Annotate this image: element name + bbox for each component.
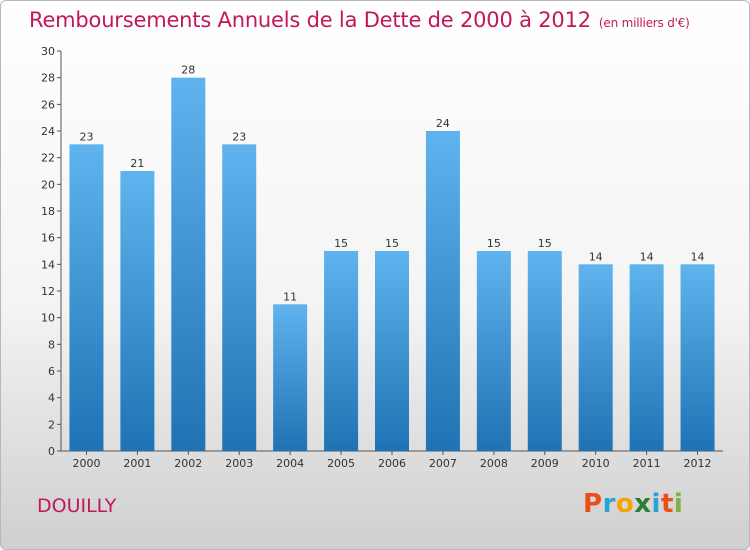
- y-tick-label: 10: [41, 312, 55, 325]
- bar: [120, 171, 155, 451]
- x-tick-label: 2003: [225, 457, 253, 470]
- x-tick-label: 2011: [633, 457, 661, 470]
- bar: [273, 304, 308, 451]
- bar-value-label: 15: [334, 237, 348, 250]
- bar-value-label: 15: [538, 237, 552, 250]
- bar-value-label: 11: [283, 290, 297, 303]
- y-tick-label: 0: [48, 445, 55, 458]
- bar-value-label: 23: [232, 130, 246, 143]
- x-tick-label: 2001: [123, 457, 151, 470]
- title-text: Remboursements Annuels de la Dette de 20…: [29, 8, 591, 32]
- bar: [680, 264, 715, 451]
- commune-name: DOUILLY: [37, 495, 117, 517]
- bar: [476, 251, 511, 451]
- bar-value-label: 21: [130, 157, 144, 170]
- logo-letter: i: [673, 489, 684, 519]
- bar: [578, 264, 613, 451]
- y-tick-label: 26: [41, 98, 55, 111]
- y-tick-label: 2: [48, 418, 55, 431]
- y-tick-label: 28: [41, 72, 55, 85]
- bar: [425, 131, 460, 451]
- bar: [629, 264, 664, 451]
- bar-value-label: 24: [436, 117, 450, 130]
- proxiti-logo: Proxiti: [583, 489, 683, 519]
- y-tick-label: 18: [41, 205, 55, 218]
- bar: [527, 251, 562, 451]
- logo-letter: r: [602, 489, 616, 519]
- logo-letter: o: [615, 489, 635, 519]
- logo-letter: i: [651, 489, 661, 519]
- y-tick-label: 12: [41, 285, 55, 298]
- x-tick-label: 2008: [480, 457, 508, 470]
- y-tick-label: 4: [48, 392, 55, 405]
- y-tick-label: 14: [41, 258, 55, 271]
- x-tick-label: 2005: [327, 457, 355, 470]
- chart-title: Remboursements Annuels de la Dette de 20…: [29, 8, 690, 32]
- y-tick-label: 22: [41, 152, 55, 165]
- y-tick-label: 20: [41, 178, 55, 191]
- x-tick-label: 2002: [174, 457, 202, 470]
- x-tick-label: 2004: [276, 457, 304, 470]
- x-tick-label: 2012: [684, 457, 712, 470]
- logo-letter: x: [634, 489, 652, 519]
- bar-value-label: 15: [385, 237, 399, 250]
- x-tick-label: 2000: [72, 457, 100, 470]
- bar: [69, 144, 104, 452]
- bar: [324, 251, 359, 451]
- y-tick-label: 24: [41, 125, 55, 138]
- x-tick-label: 2010: [582, 457, 610, 470]
- y-tick-label: 6: [48, 365, 55, 378]
- logo-letter: t: [660, 489, 674, 519]
- bar-value-label: 15: [487, 237, 501, 250]
- x-tick-label: 2007: [429, 457, 457, 470]
- unit-label: (en milliers d'€): [598, 16, 690, 30]
- bar: [222, 144, 257, 452]
- bar: [171, 77, 206, 452]
- y-tick-label: 8: [48, 338, 55, 351]
- bar-value-label: 28: [181, 64, 195, 77]
- bar-value-label: 14: [640, 250, 654, 263]
- logo-letter: P: [583, 489, 603, 519]
- bar: [375, 251, 409, 451]
- y-tick-label: 30: [41, 45, 55, 58]
- bar-value-label: 14: [589, 250, 603, 263]
- bar-value-label: 14: [691, 250, 705, 263]
- x-tick-label: 2006: [378, 457, 406, 470]
- bar-value-label: 23: [79, 130, 93, 143]
- x-tick-label: 2009: [531, 457, 559, 470]
- y-tick-label: 16: [41, 232, 55, 245]
